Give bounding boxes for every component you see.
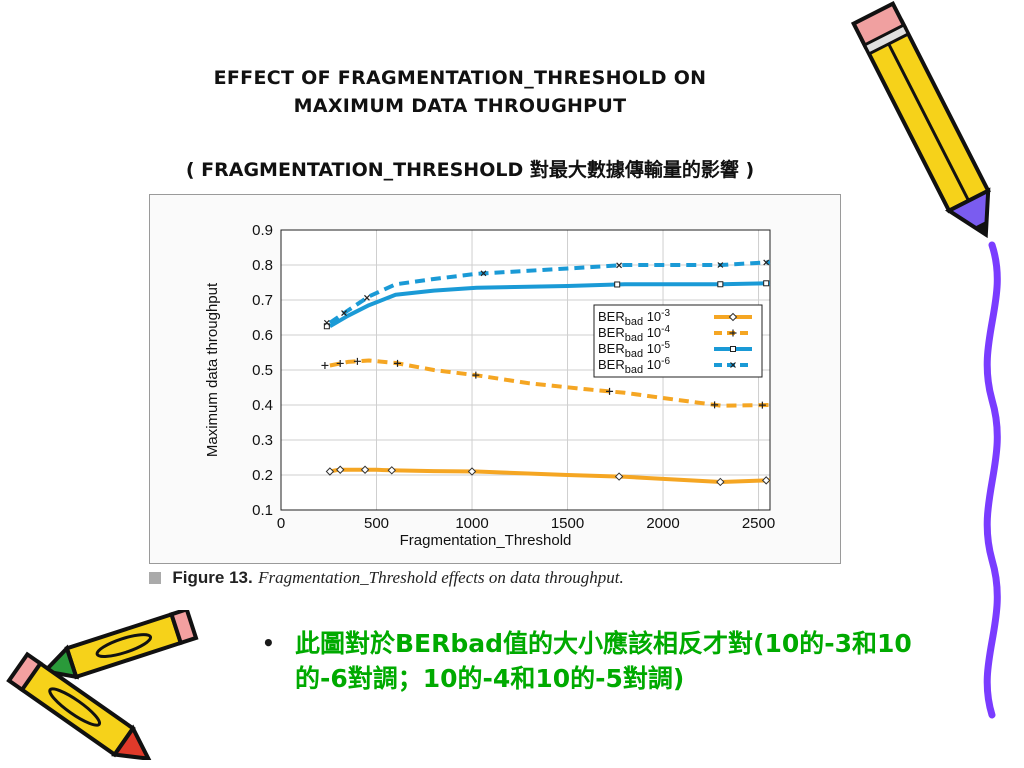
- caption-label: Figure 13.: [172, 568, 253, 587]
- series-line-1: [329, 467, 771, 484]
- series-1-marker: [467, 467, 477, 476]
- series-2-marker: [711, 401, 719, 409]
- series-4-marker: [717, 262, 724, 268]
- x-axis-label: Fragmentation_Threshold: [400, 532, 572, 549]
- series-2-marker: [758, 401, 766, 409]
- y-tick-label: 0.4: [252, 397, 273, 414]
- wavy-line-decoration: [983, 241, 1001, 719]
- series-4-marker: [480, 270, 487, 277]
- figure-caption: Figure 13. Fragmentation_Threshold effec…: [149, 568, 869, 588]
- x-tick-label: 500: [364, 515, 389, 532]
- legend-label: BERbad 10-5: [598, 340, 671, 360]
- legend-label: BERbad 10-3: [598, 308, 671, 328]
- x-tick-label: 0: [277, 515, 285, 532]
- series-1-marker: [716, 477, 725, 487]
- series-3-marker: [323, 323, 330, 330]
- bullet-note: • 此圖對於BERbad值的大小應該相反才對(10的-3和10的-6對調；10的…: [262, 626, 912, 696]
- series-2-marker: [321, 361, 329, 369]
- slide-title: EFFECT OF FRAGMENTATION_THRESHOLD ON MAX…: [130, 64, 790, 120]
- series-line-4: [328, 260, 771, 325]
- slide-title-line2: MAXIMUM DATA THROUGHPUT: [293, 95, 627, 117]
- series-4-marker: [323, 319, 330, 326]
- pencil-clipart-icon: [850, 0, 991, 239]
- y-tick-label: 0.7: [252, 292, 273, 309]
- crossed-pencils-clipart-icon: [6, 610, 199, 760]
- slide-title-line1: EFFECT OF FRAGMENTATION_THRESHOLD ON: [213, 67, 707, 89]
- series-line-2: [329, 358, 771, 408]
- series-3-marker: [763, 280, 770, 287]
- caption-square-icon: [149, 572, 161, 584]
- series-1-marker: [360, 465, 370, 474]
- y-tick-label: 0.3: [252, 432, 273, 449]
- bullet-dot: •: [262, 631, 275, 655]
- legend-marker: [730, 362, 736, 368]
- legend-marker: [730, 346, 736, 352]
- throughput-chart: 0 500 1000 1500 2000 2500 0.1 0.2 0.3 0.4 0.5 0.6 0.…: [204, 222, 775, 549]
- figure-frame: 0 500 1000 1500 2000 2500 0.1 0.2 0.3 0.4 0.5 0.6 0.…: [149, 194, 841, 564]
- series-3-marker: [614, 281, 621, 288]
- x-tick-label: 1500: [551, 515, 584, 532]
- y-tick-label: 0.6: [252, 327, 273, 344]
- series-2-marker: [472, 371, 480, 379]
- legend-marker: [729, 329, 737, 337]
- y-axis-label: Maximum data throughput: [204, 282, 221, 457]
- series-2-marker: [336, 359, 344, 367]
- series-1-marker: [336, 465, 345, 474]
- y-tick-label: 0.2: [252, 467, 273, 484]
- caption-text: Fragmentation_Threshold effects on data …: [258, 568, 624, 587]
- series-1-marker: [614, 472, 624, 481]
- series-1-marker: [325, 467, 335, 476]
- series-2-marker: [353, 357, 361, 365]
- slide-subtitle: ( FRAGMENTATION_THRESHOLD 對最大數據傳輸量的影響 ): [185, 159, 755, 181]
- legend-marker: [728, 312, 738, 322]
- x-tick-label: 2500: [742, 515, 775, 532]
- series-2-marker: [606, 387, 614, 395]
- y-tick-label: 0.1: [252, 502, 273, 519]
- series-4-marker: [763, 259, 770, 266]
- series-1-marker: [761, 476, 771, 485]
- legend-label: BERbad 10-6: [598, 356, 671, 376]
- x-tick-label: 2000: [646, 515, 679, 532]
- bullet-text: 此圖對於BERbad值的大小應該相反才對(10的-3和10的-6對調；10的-4…: [295, 629, 912, 693]
- plot-border: [280, 229, 771, 511]
- series-4-marker: [341, 310, 347, 317]
- legend-label: BERbad 10-4: [598, 324, 671, 344]
- series-2-marker: [394, 359, 402, 367]
- y-tick-label: 0.5: [252, 362, 273, 379]
- series-4-marker: [616, 262, 623, 269]
- y-tick-label: 0.8: [252, 257, 273, 274]
- series-1-marker: [387, 466, 396, 475]
- x-tick-label: 1000: [455, 515, 488, 532]
- series-line-3: [328, 281, 771, 329]
- series-4-marker: [364, 294, 370, 301]
- y-tick-label: 0.9: [252, 222, 273, 239]
- series-3-marker: [717, 281, 724, 288]
